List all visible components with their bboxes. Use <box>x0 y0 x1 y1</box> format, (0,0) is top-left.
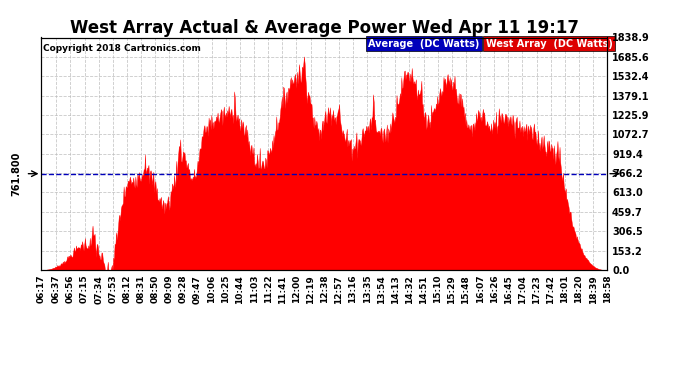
Title: West Array Actual & Average Power Wed Apr 11 19:17: West Array Actual & Average Power Wed Ap… <box>70 20 579 38</box>
Text: Copyright 2018 Cartronics.com: Copyright 2018 Cartronics.com <box>43 45 201 54</box>
Text: 761.800: 761.800 <box>11 152 21 196</box>
Text: West Array  (DC Watts): West Array (DC Watts) <box>486 39 613 49</box>
Text: Average  (DC Watts): Average (DC Watts) <box>368 39 480 49</box>
